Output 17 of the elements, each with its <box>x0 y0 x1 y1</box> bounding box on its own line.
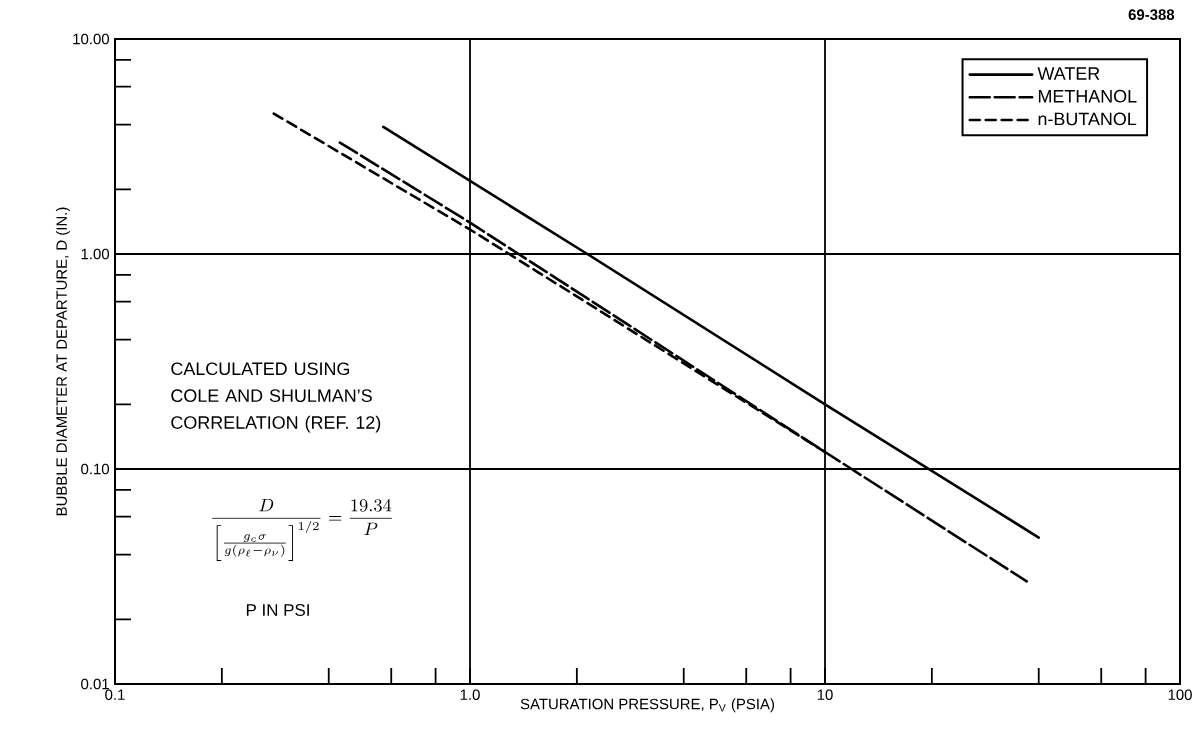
y-tick-label: 1.00 <box>81 248 110 260</box>
annotation: $\frac{D}{\left[\frac{g_{c}\sigma}{g(\rho_{\ell}-\rho_{\nu})}\right]^{1/2}}=\frac{19.34}{P}$ <box>212 498 392 562</box>
x-tick-label: 1.0 <box>460 689 480 700</box>
y-tick-label: 10.00 <box>73 33 110 45</box>
x-tick-label: 10 <box>817 689 833 700</box>
text: 69-388 <box>1128 9 1175 20</box>
annotation: P IN PSI <box>246 604 309 616</box>
annotation: CALCULATED USING COLE AND SHULMAN’S CORRELATION (REF. 12) <box>171 362 381 433</box>
x-tick-label: 0.1 <box>105 689 125 700</box>
legend-label: WATER <box>1037 67 1100 80</box>
y-tick-label: 0.01 <box>81 678 109 690</box>
y-tick-label: 0.10 <box>81 463 110 475</box>
x-axis-title: SATURATION PRESSURE, P$_{V}$ (PSIA) <box>520 698 775 713</box>
legend-label: METHANOL <box>1038 89 1137 103</box>
x-tick-label: 100 <box>1168 689 1192 700</box>
y-axis-title: BUBBLE DIAMETER AT DEPARTURE, D (IN.) <box>55 207 70 516</box>
legend-label: n-BUTANOL <box>1038 112 1137 126</box>
